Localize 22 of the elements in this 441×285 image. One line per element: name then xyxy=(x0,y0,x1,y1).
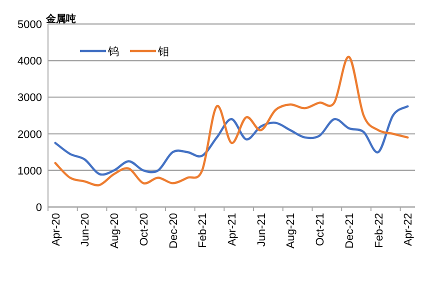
x-tick-label: Apr-21 xyxy=(226,213,238,246)
x-tick-label: Feb-22 xyxy=(373,213,386,248)
x-tick-label: Apr-22 xyxy=(402,213,415,246)
x-tick-label: Aug-21 xyxy=(285,213,298,248)
y-tick-label: 5000 xyxy=(18,19,42,31)
y-axis-title: 金属吨 xyxy=(45,13,76,25)
x-tick-label: Dec-21 xyxy=(344,213,356,248)
x-tick-label: Jun-21 xyxy=(256,213,268,247)
y-tick-label: 4000 xyxy=(18,56,42,68)
x-tick-label: Aug-20 xyxy=(109,213,122,248)
x-tick-label: Apr-20 xyxy=(50,213,62,246)
y-tick-label: 0 xyxy=(36,202,42,214)
x-tick-label: Dec-20 xyxy=(168,213,180,248)
y-tick-label: 2000 xyxy=(18,128,42,141)
y-tick-label: 3000 xyxy=(18,92,42,104)
y-tick-label: 1000 xyxy=(18,165,42,178)
x-tick-label: Oct-20 xyxy=(138,213,150,246)
legend-label: 钼 xyxy=(157,46,169,58)
legend-label: 钨 xyxy=(107,46,119,58)
x-tick-label: Jun-20 xyxy=(80,213,92,247)
x-tick-label: Oct-21 xyxy=(314,213,327,246)
x-tick-label: Feb-21 xyxy=(197,213,210,248)
